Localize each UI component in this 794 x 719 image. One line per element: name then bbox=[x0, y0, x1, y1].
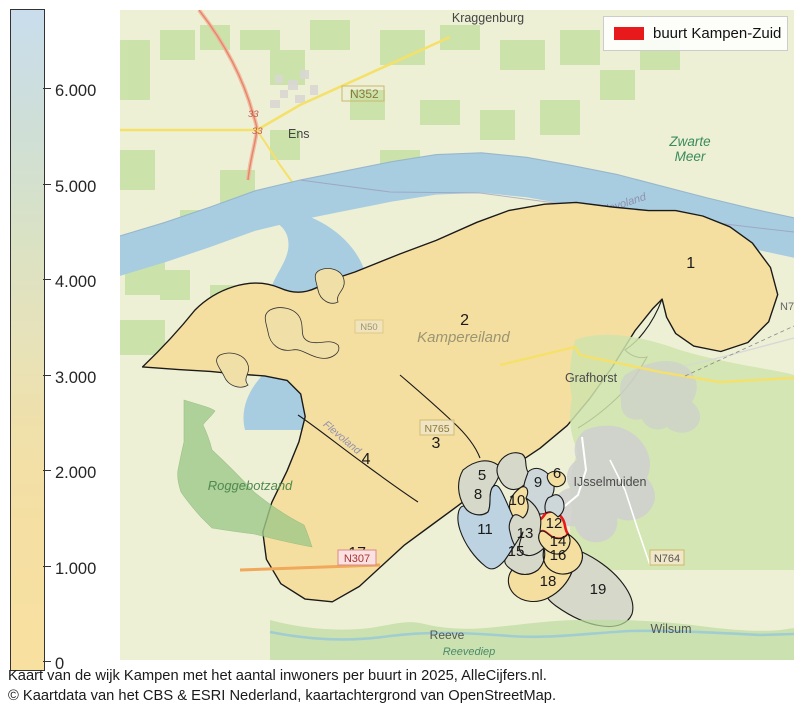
svg-text:Reevediep: Reevediep bbox=[443, 646, 496, 658]
svg-text:N50: N50 bbox=[360, 322, 377, 333]
svg-text:11: 11 bbox=[477, 521, 493, 538]
svg-text:Wilsum: Wilsum bbox=[651, 622, 692, 636]
svg-text:Ens: Ens bbox=[288, 127, 310, 141]
svg-text:33: 33 bbox=[248, 109, 259, 120]
svg-text:N764: N764 bbox=[654, 553, 680, 565]
svg-text:10: 10 bbox=[509, 492, 526, 509]
svg-text:N7: N7 bbox=[780, 301, 794, 313]
svg-text:Reeve: Reeve bbox=[430, 628, 465, 642]
svg-text:Meer: Meer bbox=[675, 149, 706, 164]
svg-text:9: 9 bbox=[534, 474, 542, 491]
svg-text:6: 6 bbox=[553, 465, 561, 482]
svg-text:2: 2 bbox=[460, 312, 469, 329]
svg-text:Kampereiland: Kampereiland bbox=[417, 329, 510, 346]
svg-text:Kraggenburg: Kraggenburg bbox=[452, 11, 524, 25]
svg-text:4: 4 bbox=[362, 451, 371, 468]
svg-text:1: 1 bbox=[686, 255, 695, 272]
svg-text:Roggebotzand: Roggebotzand bbox=[208, 478, 293, 493]
svg-text:3: 3 bbox=[432, 435, 441, 452]
svg-text:18: 18 bbox=[540, 573, 557, 590]
svg-text:N352: N352 bbox=[350, 87, 379, 101]
svg-text:12: 12 bbox=[546, 515, 563, 532]
svg-text:Zwarte: Zwarte bbox=[668, 134, 710, 149]
svg-text:13: 13 bbox=[517, 525, 534, 542]
svg-text:33: 33 bbox=[252, 126, 263, 137]
svg-text:19: 19 bbox=[590, 581, 607, 598]
svg-text:16: 16 bbox=[550, 547, 567, 564]
svg-text:8: 8 bbox=[474, 486, 482, 503]
svg-text:IJsselmuiden: IJsselmuiden bbox=[574, 475, 647, 489]
svg-text:N765: N765 bbox=[424, 423, 449, 435]
svg-text:Grafhorst: Grafhorst bbox=[565, 371, 618, 385]
svg-text:5: 5 bbox=[478, 467, 486, 484]
svg-text:15: 15 bbox=[508, 543, 525, 560]
svg-text:N307: N307 bbox=[344, 553, 370, 565]
